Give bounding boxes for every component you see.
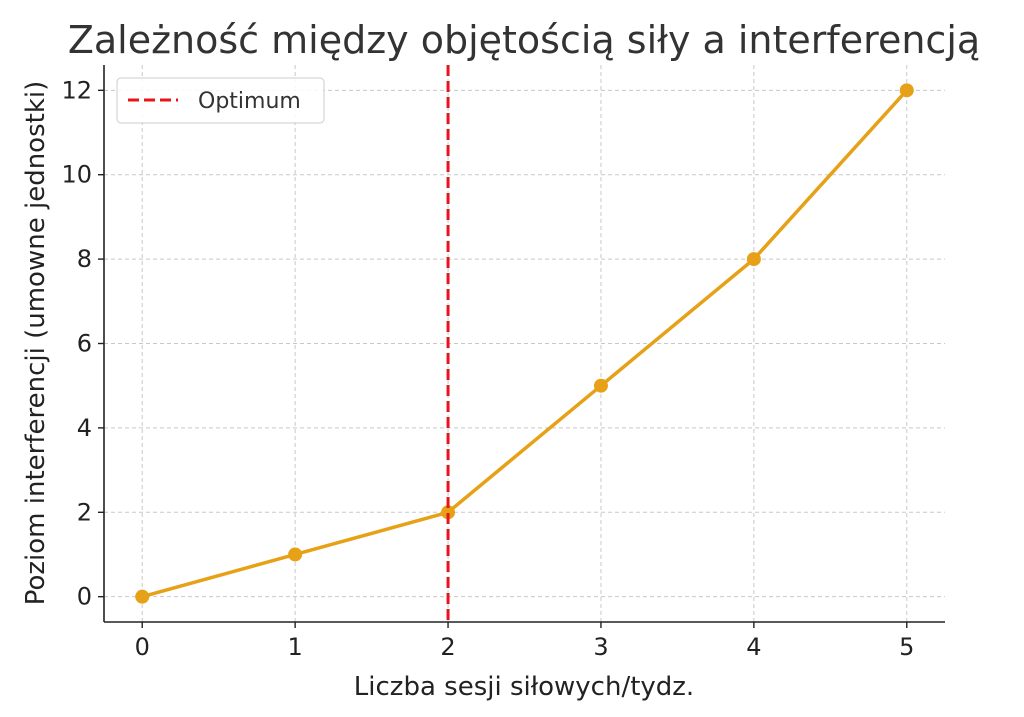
data-point: [135, 589, 150, 604]
legend-label-optimum: Optimum: [198, 89, 301, 114]
x-tick-label: 1: [287, 633, 302, 661]
legend-box: [116, 77, 325, 124]
y-axis-label: Poziom interferencji (umowne jednostki): [21, 81, 51, 606]
y-tick-label: 4: [77, 414, 92, 442]
plot-area: [135, 65, 914, 622]
x-tick-label: 4: [746, 633, 761, 661]
y-tick-label: 10: [61, 161, 92, 189]
y-tick-label: 2: [77, 498, 92, 526]
x-axis-label: Liczba sesji siłowych/tydz.: [354, 672, 694, 702]
chart-title: Zależność między objętością siły a inter…: [68, 18, 980, 62]
y-tick-label: 0: [77, 583, 92, 611]
y-tick-label: 12: [61, 76, 92, 104]
grid-lines: [104, 65, 945, 622]
data-point: [288, 547, 303, 562]
x-tick-label: 0: [135, 633, 150, 661]
x-tick-label: 5: [899, 633, 914, 661]
x-tick-label: 2: [440, 633, 455, 661]
data-point: [593, 378, 608, 393]
y-tick-label: 6: [77, 330, 92, 358]
y-tick-label: 8: [77, 245, 92, 273]
series-line: [141, 89, 909, 599]
data-point: [746, 252, 761, 267]
data-point: [899, 83, 914, 98]
data-point: [441, 505, 456, 520]
legend: Optimum: [116, 77, 325, 124]
x-tick-label: 3: [593, 633, 608, 661]
